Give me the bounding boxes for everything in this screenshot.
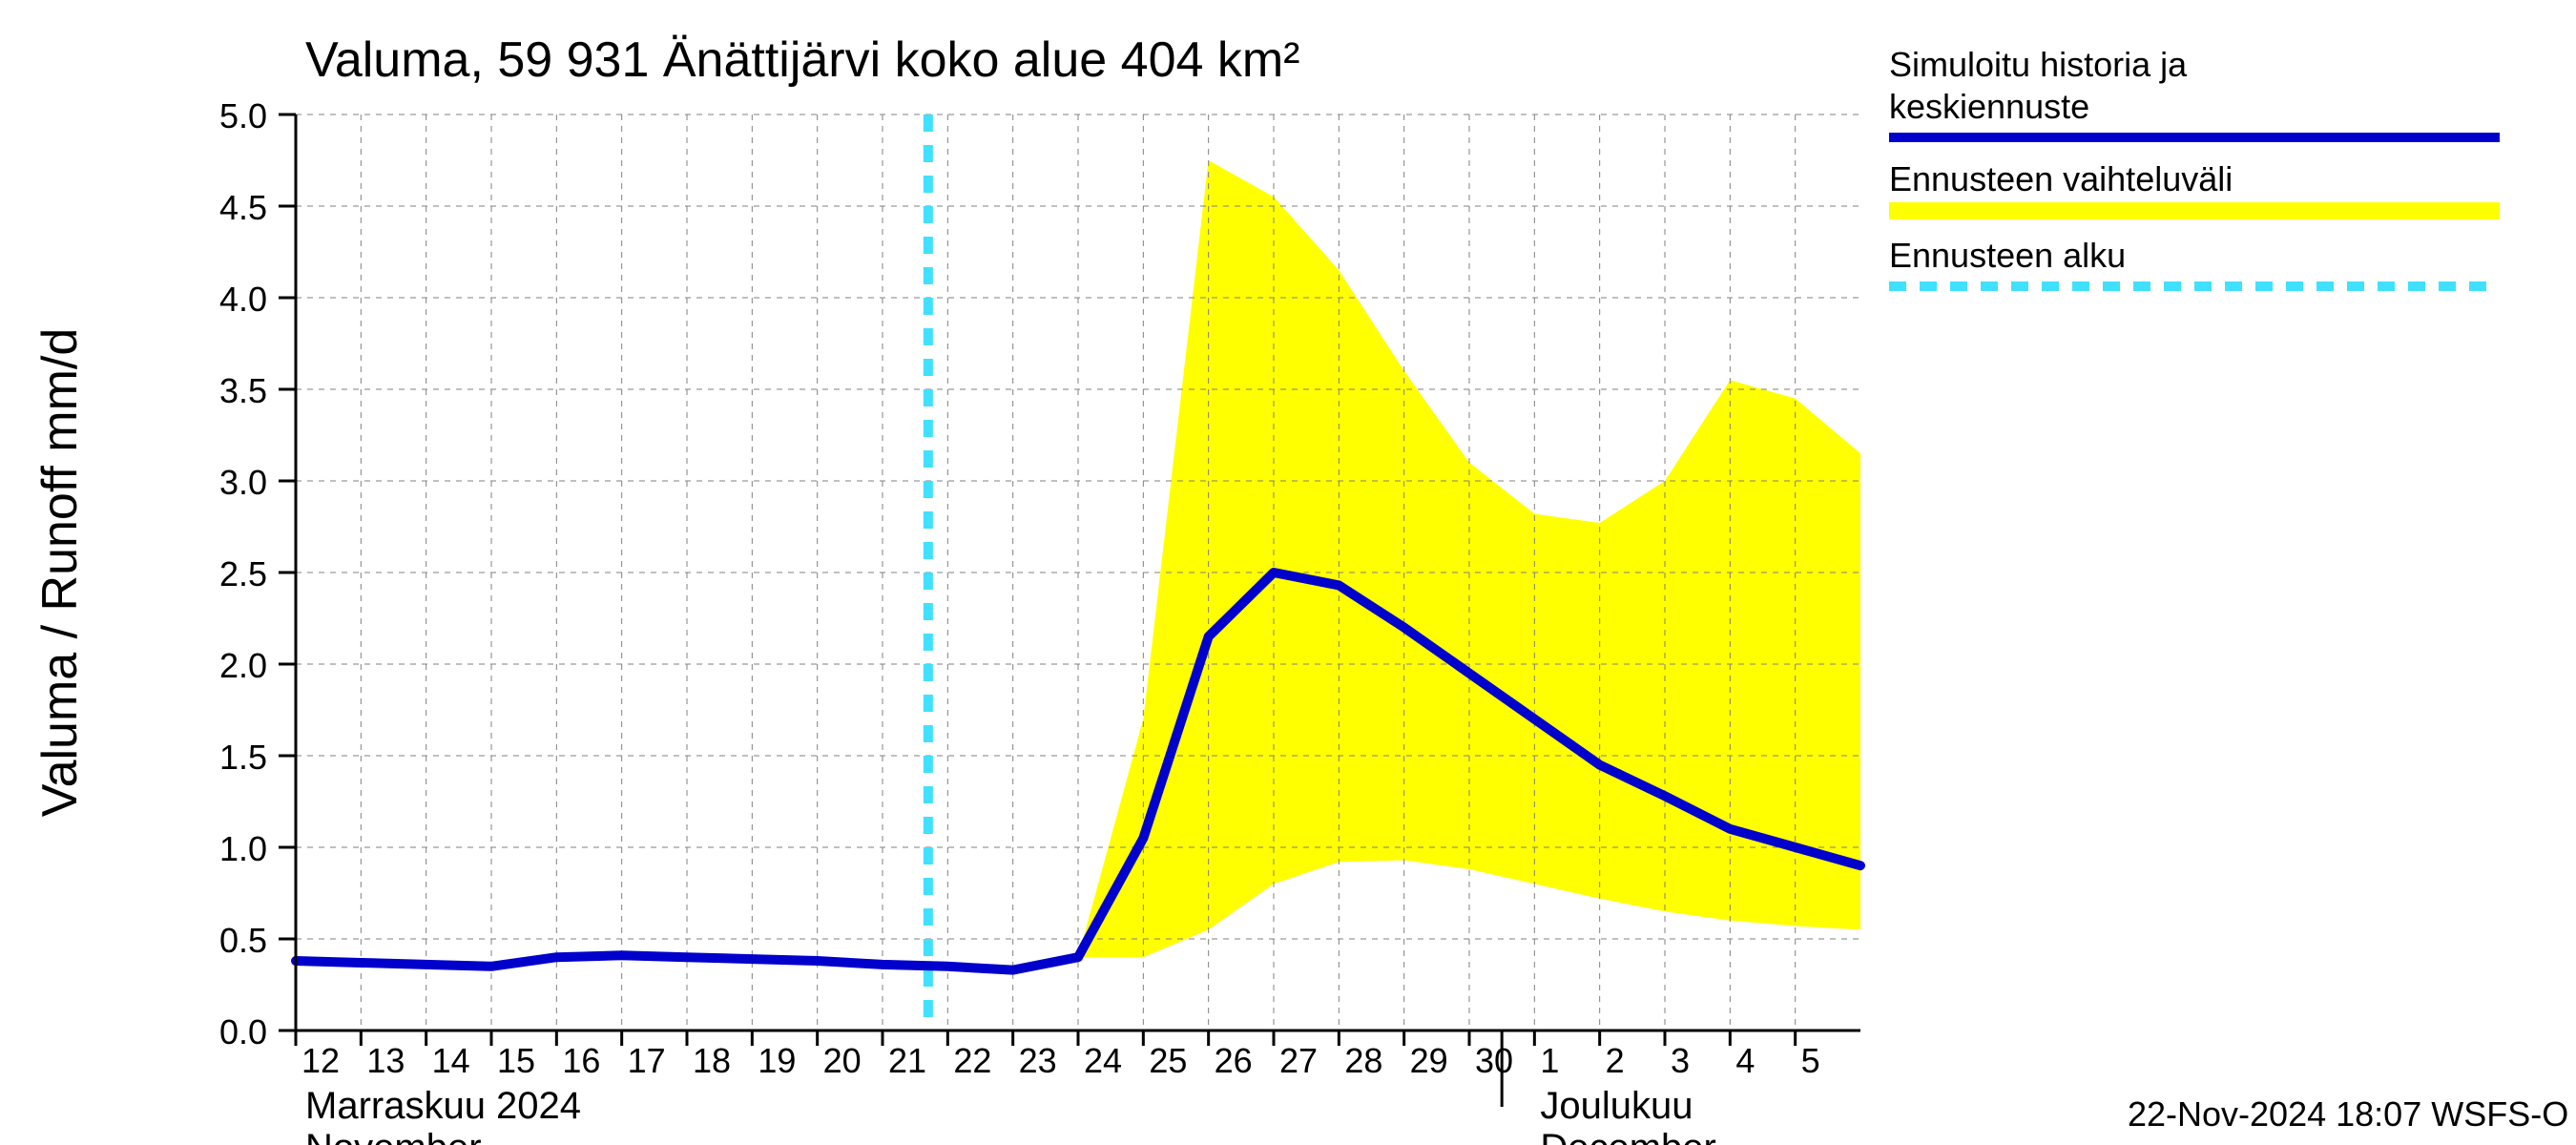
month-en-dec: December <box>1540 1127 1716 1145</box>
y-tick-label: 4.0 <box>219 280 267 319</box>
y-tick-label: 3.0 <box>219 463 267 502</box>
runoff-chart: 0.00.51.01.52.02.53.03.54.04.55.01213141… <box>0 0 2576 1145</box>
x-tick-label: 30 <box>1475 1041 1513 1080</box>
x-tick-label: 26 <box>1215 1041 1253 1080</box>
legend-swatch-band <box>1889 202 2500 219</box>
month-fi-nov: Marraskuu 2024 <box>305 1085 581 1127</box>
x-tick-label: 14 <box>432 1041 470 1080</box>
x-tick-label: 19 <box>758 1041 796 1080</box>
x-tick-label: 20 <box>823 1041 862 1080</box>
x-tick-label: 16 <box>562 1041 600 1080</box>
x-tick-label: 17 <box>628 1041 666 1080</box>
chart-title: Valuma, 59 931 Änättijärvi koko alue 404… <box>305 32 1300 88</box>
x-tick-label: 15 <box>497 1041 535 1080</box>
y-axis-label: Valuma / Runoff mm/d <box>32 328 88 818</box>
x-tick-label: 27 <box>1279 1041 1318 1080</box>
y-tick-label: 0.5 <box>219 921 267 960</box>
x-tick-label: 5 <box>1801 1041 1820 1080</box>
y-tick-label: 5.0 <box>219 96 267 135</box>
y-tick-label: 1.0 <box>219 829 267 868</box>
legend-item3: Ennusteen alku <box>1889 236 2126 275</box>
month-fi-dec: Joulukuu <box>1540 1085 1693 1127</box>
x-tick-label: 4 <box>1735 1041 1755 1080</box>
x-tick-label: 12 <box>301 1041 340 1080</box>
chart-svg: 0.00.51.01.52.02.53.03.54.04.55.01213141… <box>0 0 2576 1145</box>
y-tick-label: 4.5 <box>219 188 267 227</box>
legend-item2: Ennusteen vaihteluväli <box>1889 159 2233 198</box>
x-tick-label: 24 <box>1084 1041 1122 1080</box>
x-tick-label: 23 <box>1019 1041 1057 1080</box>
x-tick-label: 28 <box>1344 1041 1382 1080</box>
y-tick-label: 0.0 <box>219 1012 267 1051</box>
y-tick-label: 2.5 <box>219 554 267 593</box>
y-tick-label: 2.0 <box>219 646 267 685</box>
x-tick-label: 2 <box>1606 1041 1625 1080</box>
x-tick-label: 13 <box>366 1041 405 1080</box>
legend-item1-line2: keskiennuste <box>1889 87 2089 126</box>
x-tick-label: 21 <box>888 1041 926 1080</box>
month-en-nov: November <box>305 1127 482 1145</box>
x-tick-label: 18 <box>693 1041 731 1080</box>
footer-timestamp: 22-Nov-2024 18:07 WSFS-O <box>2128 1094 2568 1134</box>
y-tick-label: 3.5 <box>219 371 267 410</box>
x-tick-label: 25 <box>1149 1041 1187 1080</box>
x-tick-label: 29 <box>1410 1041 1448 1080</box>
y-tick-label: 1.5 <box>219 738 267 777</box>
x-tick-label: 22 <box>953 1041 991 1080</box>
x-tick-label: 1 <box>1540 1041 1559 1080</box>
legend-item1-line1: Simuloitu historia ja <box>1889 45 2188 84</box>
x-tick-label: 3 <box>1671 1041 1690 1080</box>
